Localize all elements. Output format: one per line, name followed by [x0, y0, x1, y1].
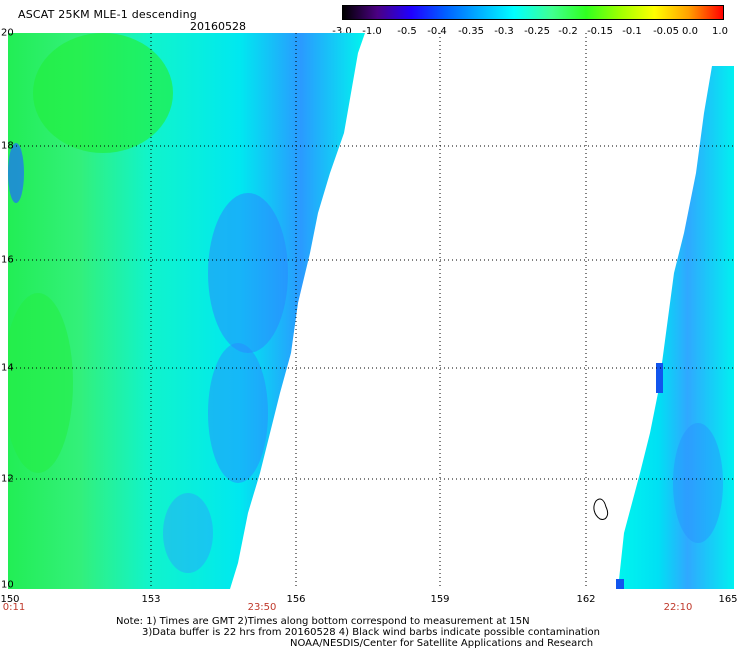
grid: [8, 33, 734, 589]
map-date: 20160528: [190, 20, 246, 33]
time-label: 23:50: [247, 602, 277, 613]
footer-note-1: Note: 1) Times are GMT 2)Times along bot…: [116, 616, 530, 627]
map-title: ASCAT 25KM MLE-1 descending: [18, 8, 197, 21]
colorbar-label: -0.1: [622, 26, 642, 37]
colorbar-label: -0.2: [558, 26, 578, 37]
contamination-contour: [593, 498, 609, 520]
lon-label: 159: [430, 594, 450, 605]
colorbar-label: -0.05: [653, 26, 679, 37]
right-swath: [618, 66, 734, 589]
lat-label: 20: [1, 27, 14, 39]
data-patch: [8, 143, 24, 203]
data-patch: [656, 363, 663, 393]
data-patch: [208, 193, 288, 353]
data-patch: [8, 293, 73, 473]
left-swath: [8, 33, 365, 589]
lon-label: 156: [286, 594, 306, 605]
colorbar-label: -0.5: [397, 26, 417, 37]
footer-credit: NOAA/NESDIS/Center for Satellite Applica…: [290, 638, 594, 649]
scatterometer-map: [8, 33, 734, 589]
data-patch: [673, 423, 723, 543]
lat-label: 14: [1, 362, 14, 374]
lon-label: 165: [718, 594, 738, 605]
lat-label: 18: [1, 140, 14, 152]
colorbar-label: -0.15: [587, 26, 613, 37]
lon-label: 162: [576, 594, 596, 605]
data-patch: [208, 343, 268, 483]
time-label: 22:10: [663, 602, 693, 613]
colorbar: [342, 5, 724, 20]
colorbar-label: -0.4: [427, 26, 447, 37]
lat-label: 16: [1, 254, 14, 266]
lat-label: 10: [1, 579, 14, 591]
data-patch: [616, 579, 624, 589]
lon-label: 150: [0, 594, 20, 605]
colorbar-label: -0.25: [524, 26, 550, 37]
data-patch: [33, 33, 173, 153]
time-label: 0:11: [2, 602, 26, 613]
colorbar-label: -0.3: [494, 26, 514, 37]
footer-note-2: 3)Data buffer is 22 hrs from 20160528 4)…: [142, 627, 600, 638]
data-patch: [163, 493, 213, 573]
colorbar-label: -1.0: [362, 26, 382, 37]
lon-label: 153: [141, 594, 161, 605]
colorbar-label: -3.0: [332, 26, 352, 37]
colorbar-gradient: [343, 6, 723, 19]
colorbar-label: -0.35: [458, 26, 484, 37]
colorbar-label: 0.0: [682, 26, 698, 37]
colorbar-labels: -3.0 -1.0 -0.5 -0.4 -0.35 -0.3 -0.25 -0.…: [320, 26, 736, 38]
colorbar-label: 1.0: [712, 26, 728, 37]
lat-label: 12: [1, 473, 14, 485]
